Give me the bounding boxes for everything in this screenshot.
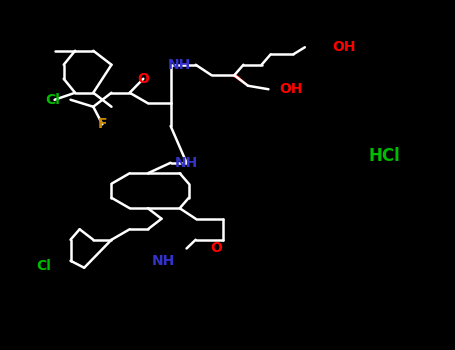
Text: NH: NH [168,58,192,72]
Text: O: O [210,241,222,255]
Text: O: O [137,72,149,86]
Text: F: F [98,117,107,131]
Text: Cl: Cl [36,259,51,273]
Polygon shape [232,75,248,86]
Text: Cl: Cl [45,93,60,107]
Text: OH: OH [279,82,303,96]
Text: NH: NH [175,156,198,170]
Text: NH: NH [152,254,176,268]
Text: HCl: HCl [369,147,400,165]
Text: OH: OH [332,40,355,54]
